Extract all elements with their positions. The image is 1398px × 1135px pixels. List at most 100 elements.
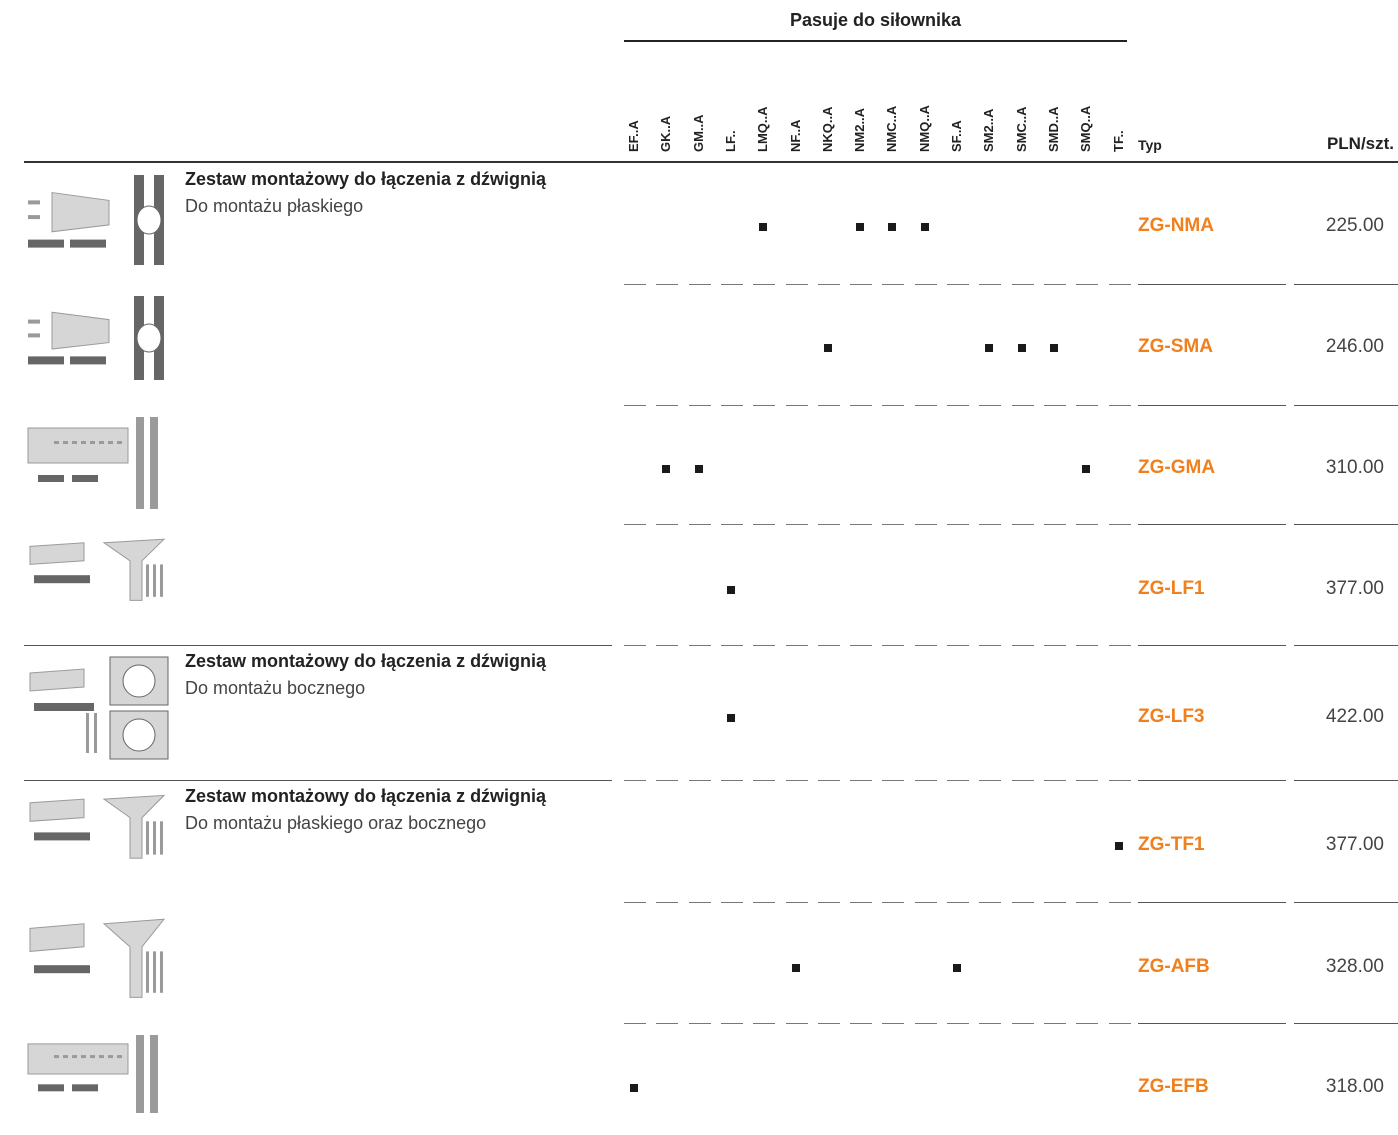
row-divider-segment [817,1023,840,1024]
row-divider-segment [785,645,808,646]
column-header-4: LMQ..A [755,106,771,153]
row-divider-segment [979,405,1002,406]
row-divider-segment [753,780,776,781]
row-divider-segment [688,780,711,781]
header-divider [24,161,1398,163]
row-divider-segment [817,405,840,406]
row-divider-segment [785,405,808,406]
product-price: 422.00 [1325,706,1384,727]
column-header-13: SMD..A [1045,106,1061,153]
row-divider-segment [1011,405,1034,406]
product-price: 377.00 [1325,578,1384,599]
compatibility-mark [1017,344,1026,352]
row-divider-segment [1043,902,1066,903]
row-divider-segment [947,902,969,903]
product-price: 328.00 [1325,956,1384,977]
row-divider-segment [850,780,873,781]
row-divider-segment [656,1023,679,1024]
column-header-1: GK..A [658,115,674,152]
row-divider-segment [1043,284,1066,285]
row-divider-segment [947,284,969,285]
product-image [24,171,170,274]
row-divider-price [1294,1023,1398,1024]
row-divider-segment [882,645,905,646]
row-divider-segment [979,1023,1002,1024]
compatibility-mark [920,223,929,231]
row-divider-price [1294,645,1398,646]
row-divider-segment [914,284,937,285]
product-image [24,532,170,609]
row-divider-price [1294,284,1398,285]
row-divider-segment [817,645,840,646]
row-divider-segment [785,780,808,781]
row-divider-segment [1011,780,1034,781]
row-divider-segment [1043,645,1066,646]
row-divider-type [1138,902,1286,903]
row-divider-segment [817,524,840,525]
row-divider-segment [1108,645,1131,646]
column-header-2: GM..A [690,114,706,152]
row-divider-segment [720,780,743,781]
row-divider-segment [979,645,1002,646]
row-divider-segment [914,524,937,525]
row-divider-segment [1011,1023,1034,1024]
product-image [24,413,170,518]
row-divider-segment [850,902,873,903]
product-price: 225.00 [1325,215,1384,236]
row-divider-segment [720,405,743,406]
row-divider-segment [1011,902,1034,903]
column-header-9: NMQ..A [916,105,932,152]
row-divider-segment [753,645,776,646]
row-divider-segment [1011,524,1034,525]
section-divider [24,645,612,646]
row-divider-segment [947,405,969,406]
compatibility-mark [823,344,832,352]
row-divider-segment [785,284,808,285]
product-price: 310.00 [1325,457,1384,478]
row-divider-type [1138,1023,1286,1024]
row-divider-segment [1108,780,1131,781]
row-divider-segment [688,405,711,406]
row-divider-type [1138,284,1286,285]
row-divider-segment [720,524,743,525]
product-title: Zestaw montażowy do łączenia z dźwignią [185,651,547,671]
row-divider-segment [817,780,840,781]
product-code: ZG-TF1 [1138,834,1205,855]
row-divider-segment [979,902,1002,903]
row-divider-segment [720,902,743,903]
row-divider-segment [624,645,646,646]
column-header-5: NF..A [787,119,803,153]
column-header-11: SM2..A [981,108,997,152]
row-divider-segment [914,645,937,646]
row-divider-segment [914,405,937,406]
product-code: ZG-LF1 [1138,578,1205,599]
row-divider-type [1138,524,1286,525]
row-divider-type [1138,645,1286,646]
row-divider-segment [1076,405,1099,406]
row-divider-segment [1076,645,1099,646]
product-image [24,653,170,770]
row-divider-price [1294,780,1398,781]
row-divider-segment [850,645,873,646]
row-divider-segment [688,645,711,646]
row-divider-segment [1011,645,1034,646]
column-header-12: SMC..A [1013,106,1029,153]
product-code: ZG-LF3 [1138,706,1205,727]
section-divider [24,780,612,781]
compatibility-mark [953,964,961,972]
row-divider-segment [914,1023,937,1024]
row-divider-segment [1108,1023,1131,1024]
column-header-7: NM2..A [852,107,868,152]
compatibility-mark [630,1084,638,1092]
product-image [24,910,170,1007]
compatibility-mark [1114,842,1123,850]
row-divider-segment [753,902,776,903]
row-divider-segment [1076,524,1099,525]
row-divider-segment [753,284,776,285]
row-divider-segment [1076,1023,1099,1024]
row-divider-segment [1076,284,1099,285]
compatibility-mark [791,964,800,972]
compatibility-mark [1082,465,1091,473]
row-divider-segment [947,780,969,781]
type-column-header: Typ [1138,137,1162,153]
